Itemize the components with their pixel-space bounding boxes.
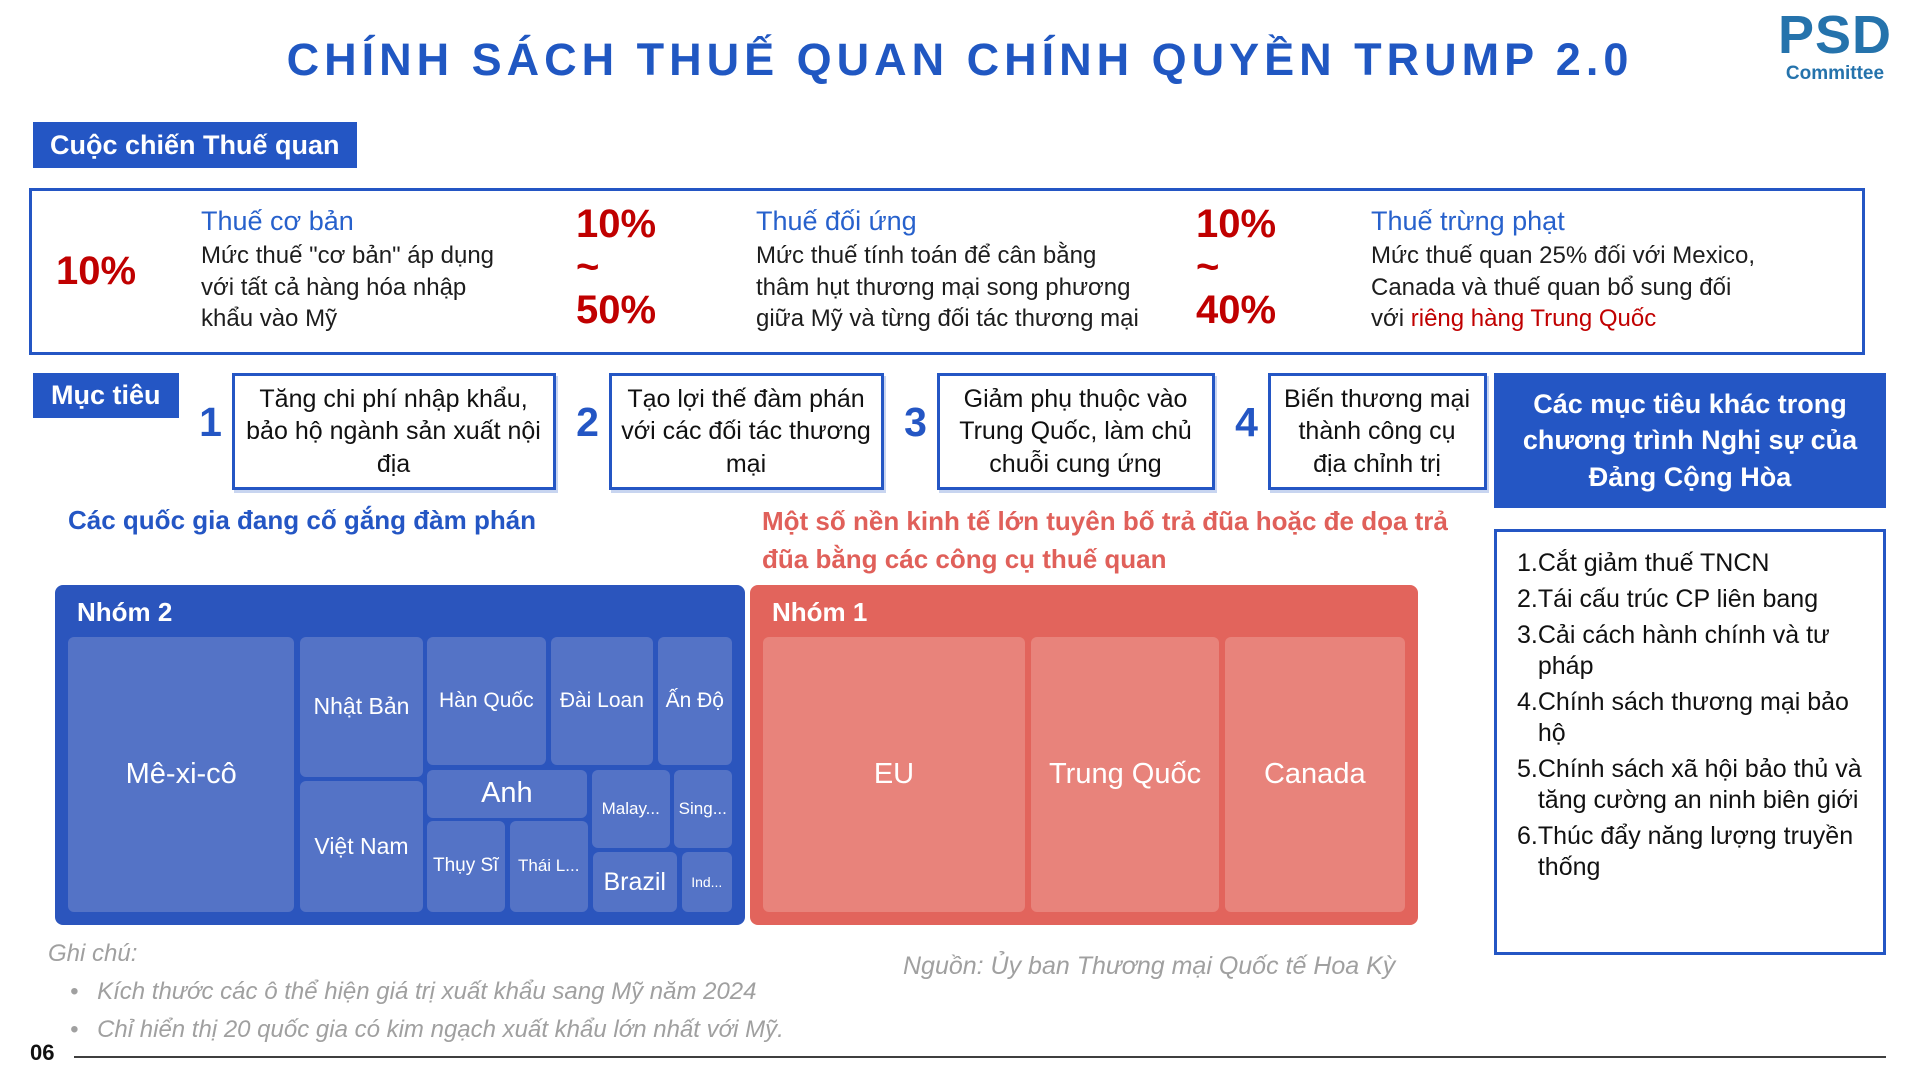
treemap-cell-singapore: Sing... [673, 769, 732, 848]
agenda-item-number: 4. [1517, 688, 1538, 716]
goal-text-box: Biến thương mại thành công cụ địa chỉnh … [1267, 373, 1487, 490]
agenda-item: 4. Chính sách thương mại bảo hộ [1517, 687, 1875, 749]
reciprocal-tariff-desc: Mức thuế tính toán để cân bằng thâm hụt … [756, 242, 1139, 333]
goals-badge: Mục tiêu [33, 373, 179, 418]
agenda-item-text: Thúc đẩy năng lượng truyền thống [1537, 822, 1854, 881]
goal-number: 1 [199, 399, 222, 445]
logo-sub-text: Committee [1785, 63, 1885, 84]
treemap-group-1: Nhóm 1 EU Trung Quốc Canada [750, 585, 1418, 925]
goal-item-3: 3 Giảm phụ thuộc vào Trung Quốc, làm chủ… [895, 373, 1215, 490]
treemap-cell-south-korea: Hàn Quốc [426, 637, 547, 765]
treemap-cell-uk: Anh [426, 769, 588, 818]
reciprocal-tariff-block: Thuế đối ứng Mức thuế tính toán để cân b… [756, 191, 1148, 335]
rate-value: 10% [1196, 202, 1277, 246]
goal-item-1: 1 Tăng chi phí nhập khẩu, bảo hộ ngành s… [190, 373, 556, 490]
agenda-item-number: 6. [1517, 822, 1538, 850]
reciprocal-tariff-title: Thuế đối ứng [756, 206, 917, 236]
punitive-tariff-desc: Mức thuế quan 25% đối với Mexico, Canada… [1371, 240, 1771, 335]
agenda-item-number: 1. [1517, 549, 1538, 577]
tariff-war-badge: Cuộc chiến Thuế quan [33, 122, 357, 168]
agenda-item-text: Cải cách hành chính và tư pháp [1537, 621, 1830, 680]
treemap-group-1-cells: EU Trung Quốc Canada [763, 637, 1405, 912]
agenda-item-number: 5. [1517, 755, 1538, 783]
treemap-cell-malaysia: Malay... [591, 769, 670, 848]
punitive-tariff-block: Thuế trừng phạt Mức thuế quan 25% đối vớ… [1371, 191, 1771, 335]
punitive-tariff-rate: 10% ~ 40% [1196, 191, 1301, 331]
goal-number: 4 [1235, 399, 1258, 445]
treemap-cell-brazil: Brazil [592, 852, 677, 912]
goal-text-box: Tăng chi phí nhập khẩu, bảo hộ ngành sản… [231, 373, 556, 490]
treemap-cell-india: Ấn Độ [657, 637, 732, 765]
negotiating-countries-heading: Các quốc gia đang cố gắng đàm phán [68, 505, 537, 535]
retaliating-economies-heading: Một số nền kinh tế lớn tuyên bố trả đũa … [762, 506, 1448, 574]
logo-main-text: PSD [1777, 5, 1892, 65]
agenda-item: 6. Thúc đẩy năng lượng truyền thống [1517, 821, 1875, 883]
base-tariff-block: Thuế cơ bản Mức thuế "cơ bản" áp dụng vớ… [201, 191, 506, 335]
rate-value: 10% [576, 202, 657, 246]
page-number: 06 [30, 1040, 55, 1065]
agenda-item-text: Chính sách thương mại bảo hộ [1537, 688, 1849, 747]
treemap-cell-china: Trung Quốc [1030, 637, 1220, 912]
base-tariff-desc: Mức thuế "cơ bản" áp dụng với tất cả hàn… [201, 242, 495, 333]
treemap-cell-indonesia: Ind... [681, 852, 732, 912]
goal-text-box: Tạo lợi thế đàm phán với các đối tác thư… [608, 373, 884, 490]
rate-value: 10% [56, 249, 137, 293]
treemap-cell-thailand: Thái L... [509, 820, 588, 912]
treemap-group-2: Nhóm 2 Mê-xi-cô Nhật Bản Việt Nam Hàn Qu… [55, 585, 745, 925]
goal-text-box: Giảm phụ thuộc vào Trung Quốc, làm chủ c… [936, 373, 1215, 490]
agenda-item-text: Cắt giảm thuế TNCN [1537, 549, 1770, 577]
reciprocal-tariff-rate: 10% ~ 50% [576, 191, 681, 331]
agenda-item-text: Tái cấu trúc CP liên bang [1537, 585, 1819, 613]
agenda-list: 1. Cắt giảm thuế TNCN 2. Tái cấu trúc CP… [1494, 529, 1886, 955]
goal-item-4: 4 Biến thương mại thành công cụ địa chỉn… [1226, 373, 1487, 490]
tariff-types-box: 10% Thuế cơ bản Mức thuế "cơ bản" áp dụn… [29, 188, 1865, 355]
bullet-icon: • [70, 1016, 79, 1044]
note-item: • Chỉ hiển thị 20 quốc gia có kim ngạch … [70, 1014, 784, 1046]
rate-value: 50% [576, 287, 657, 332]
goal-item-2: 2 Tạo lợi thế đàm phán với các đối tác t… [567, 373, 884, 490]
note-text: Kích thước các ô thể hiện giá trị xuất k… [97, 978, 757, 1005]
desc-red-part: riêng hàng Trung Quốc [1410, 305, 1657, 333]
treemap-cell-eu: EU [763, 637, 1025, 912]
rate-tilde: ~ [576, 244, 600, 289]
treemap-cell-canada: Canada [1224, 637, 1405, 912]
treemap-group-2-label: Nhóm 2 [77, 597, 173, 627]
rate-tilde: ~ [1196, 244, 1220, 289]
agenda-item: 3. Cải cách hành chính và tư pháp [1517, 620, 1875, 682]
treemap-cell-vietnam: Việt Nam [299, 780, 424, 912]
agenda-item: 1. Cắt giảm thuế TNCN [1517, 548, 1875, 579]
notes-label: Ghi chú: [48, 940, 138, 967]
page-title: CHÍNH SÁCH THUẾ QUAN CHÍNH QUYỀN TRUMP 2… [286, 34, 1634, 85]
goal-number: 3 [904, 399, 927, 445]
desc-black-part: Mức thuế quan 25% đối với Mexico, Canada… [1371, 242, 1755, 333]
punitive-tariff-title: Thuế trừng phạt [1371, 206, 1565, 236]
treemap-group-2-cells: Mê-xi-cô Nhật Bản Việt Nam Hàn Quốc Đài … [68, 637, 732, 912]
note-item: • Kích thước các ô thể hiện giá trị xuất… [70, 976, 784, 1008]
agenda-item-number: 3. [1517, 621, 1538, 649]
goal-number: 2 [576, 399, 599, 445]
source-citation: Nguồn: Ủy ban Thương mại Quốc tế Hoa Kỳ [903, 952, 1396, 980]
treemap-cell-taiwan: Đài Loan [550, 637, 653, 765]
agenda-header: Các mục tiêu khác trong chương trình Ngh… [1494, 373, 1886, 508]
treemap-cell-switzerland: Thụy Sĩ [426, 820, 505, 912]
notes-block: Ghi chú: • Kích thước các ô thể hiện giá… [48, 940, 784, 1047]
agenda-item: 2. Tái cấu trúc CP liên bang [1517, 584, 1875, 615]
footer-divider-line [74, 1056, 1886, 1058]
psd-committee-logo: PSD Committee [1778, 8, 1892, 83]
agenda-item-text: Chính sách xã hội bảo thủ và tăng cường … [1537, 755, 1862, 814]
agenda-item: 5. Chính sách xã hội bảo thủ và tăng cườ… [1517, 754, 1875, 816]
bullet-icon: • [70, 978, 79, 1005]
agenda-item-number: 2. [1517, 585, 1538, 613]
treemap-cell-mexico: Mê-xi-cô [68, 637, 295, 912]
base-tariff-title: Thuế cơ bản [201, 206, 354, 236]
treemap-cell-japan: Nhật Bản [299, 637, 424, 777]
note-text: Chỉ hiển thị 20 quốc gia có kim ngạch xu… [97, 1016, 784, 1044]
rate-value: 40% [1196, 287, 1277, 332]
treemap-group-1-label: Nhóm 1 [772, 597, 868, 627]
goals-row: Mục tiêu 1 Tăng chi phí nhập khẩu, bảo h… [33, 373, 1487, 490]
base-tariff-rate: 10% [32, 249, 181, 294]
